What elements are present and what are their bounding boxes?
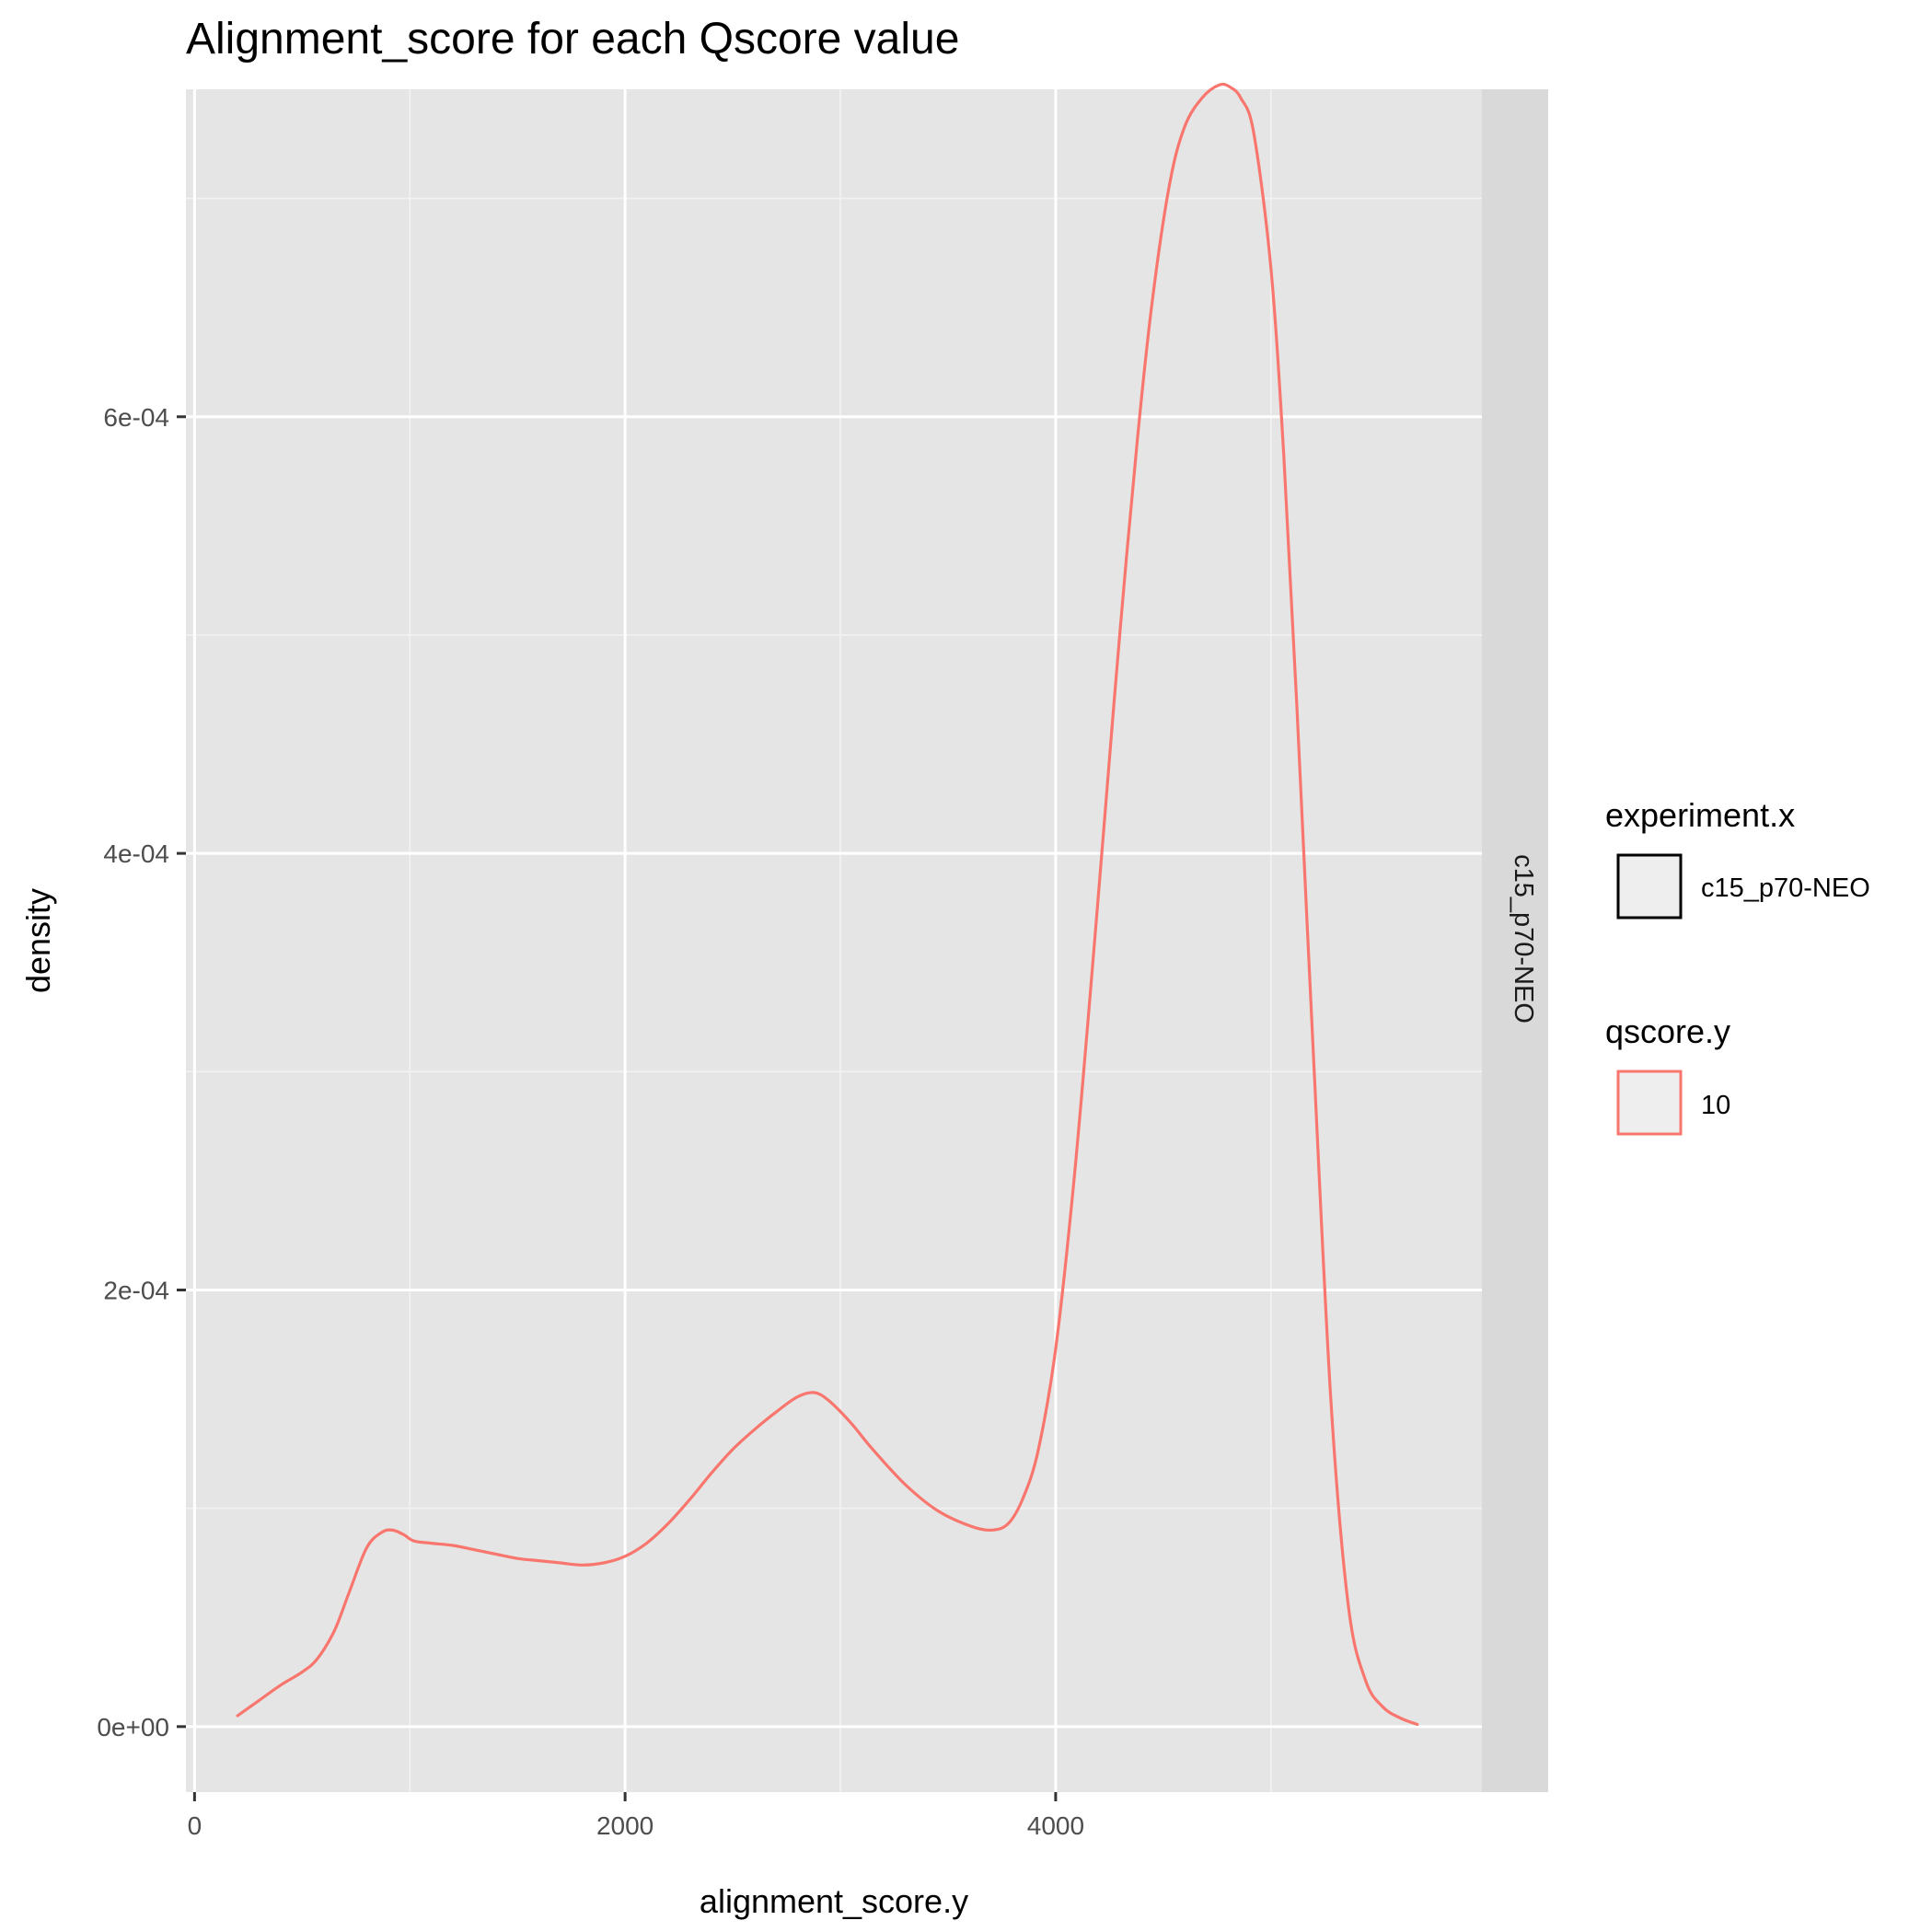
legend-label-experiment: c15_p70-NEO	[1701, 873, 1870, 903]
x-tick-label: 2000	[596, 1811, 654, 1840]
major-gridlines	[186, 89, 1482, 1792]
chart-title: Alignment_score for each Qscore value	[186, 15, 959, 64]
x-axis: 0 2000 4000	[188, 1792, 1084, 1840]
y-axis-title: density	[19, 888, 57, 993]
legend-key-qscore	[1616, 1070, 1683, 1136]
y-tick-label: 2e-04	[103, 1276, 169, 1304]
x-axis-title: alignment_score.y	[700, 1882, 968, 1920]
legend-key-experiment	[1616, 853, 1683, 920]
y-tick-label: 4e-04	[103, 839, 169, 868]
x-tick-label: 4000	[1027, 1811, 1084, 1840]
facet-strip	[1482, 89, 1548, 1792]
y-tick-label: 0e+00	[97, 1713, 169, 1741]
minor-gridlines	[186, 89, 1482, 1792]
y-axis: 0e+00 2e-04 4e-04 6e-04	[97, 403, 186, 1741]
legend-title-experiment: experiment.x	[1605, 796, 1795, 834]
legend: experiment.x c15_p70-NEO qscore.y 10	[1605, 796, 1870, 1136]
plot-panel	[186, 89, 1482, 1792]
density-line-series	[236, 82, 1419, 1727]
legend-label-qscore: 10	[1701, 1091, 1730, 1120]
legend-title-qscore: qscore.y	[1605, 1012, 1730, 1050]
y-tick-label: 6e-04	[103, 403, 169, 432]
facet-strip-label: c15_p70-NEO	[1509, 854, 1538, 1024]
x-tick-label: 0	[188, 1811, 202, 1840]
series-layer	[236, 82, 1419, 1727]
